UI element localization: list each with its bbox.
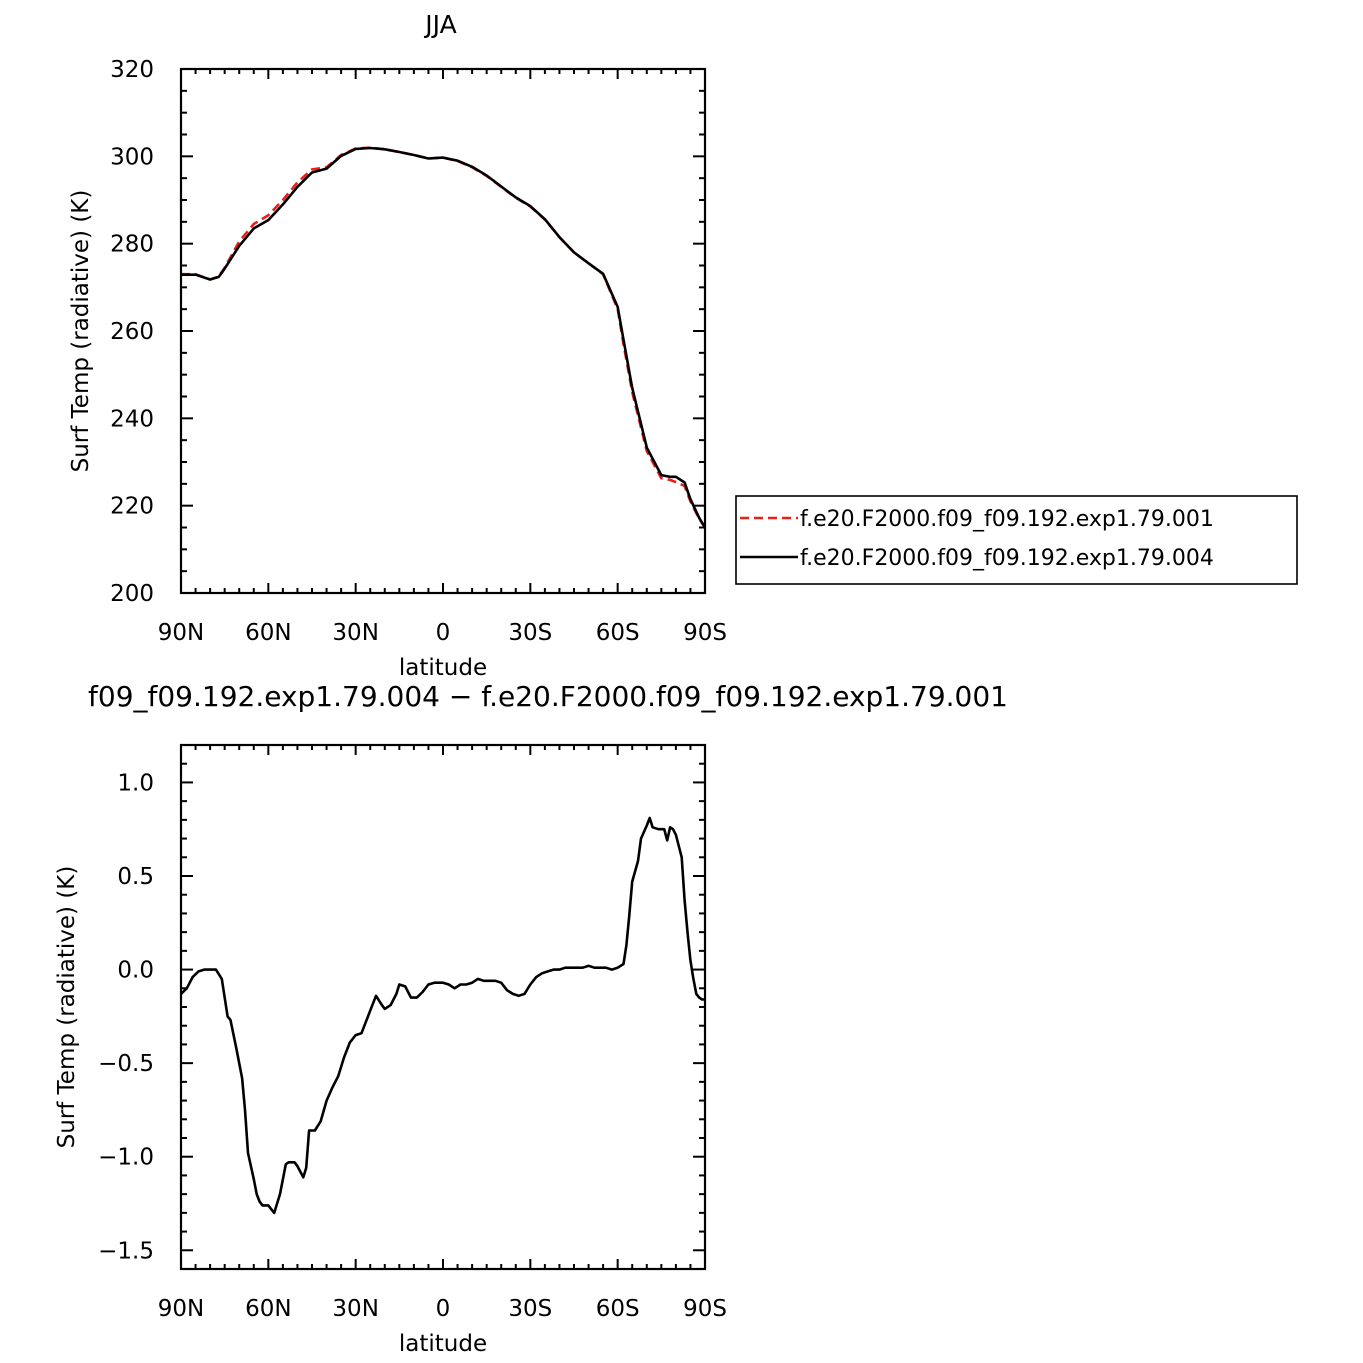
x-tick-label: 60S: [596, 620, 640, 646]
y-tick-label: 0.5: [117, 864, 154, 890]
series-line-1: [180, 816, 705, 1215]
series-line-2: [181, 146, 707, 529]
y-tick-label: 260: [110, 319, 154, 345]
y-tick-label: 300: [110, 144, 154, 170]
legend-label-2: f.e20.F2000.f09_f09.192.exp1.79.004: [800, 546, 1214, 571]
x-tick-label: 30S: [508, 620, 552, 646]
y-tick-label: 220: [110, 494, 154, 520]
x-axis-label: latitude: [399, 1331, 487, 1357]
y-tick-label: 240: [110, 406, 154, 432]
x-tick-label: 60S: [596, 1296, 640, 1322]
plot-frame: [179, 743, 707, 1271]
y-tick-label: 1.0: [117, 770, 154, 796]
x-tick-label: 0: [436, 620, 451, 646]
y-axis-label: Surf Temp (radiative) (K): [68, 190, 94, 473]
y-tick-label: −1.5: [98, 1238, 154, 1264]
legend-label-1: f.e20.F2000.f09_f09.192.exp1.79.001: [800, 507, 1214, 532]
y-tick-label: 280: [110, 232, 154, 258]
bottom-panel: 90N 60N 30N 0 30S 60S 90S −1.5 −1.0 −0.5 0.0 0.5 1.0…: [54, 680, 1008, 1357]
chart-title: f09_f09.192.exp1.79.004 − f.e20.F2000.f0…: [88, 680, 1008, 713]
x-tick-label: 30N: [332, 1296, 378, 1322]
y-tick-label: 0.0: [117, 958, 154, 984]
y-tick-label: 320: [110, 57, 154, 83]
x-tick-label: 90N: [158, 1296, 204, 1322]
x-tick-label: 30N: [332, 620, 378, 646]
y-axis-label: Surf Temp (radiative) (K): [54, 866, 80, 1149]
top-panel: 90N 60N 30N 0 30S 60S 90S 200 220 240 260 280 300 320…: [68, 10, 1298, 681]
x-tick-label: 90S: [683, 620, 727, 646]
y-tick-label: −1.0: [98, 1145, 154, 1171]
x-tick-label: 30S: [508, 1296, 552, 1322]
legend: f.e20.F2000.f09_f09.192.exp1.79.001 f.e20…: [735, 495, 1298, 585]
x-tick-label: 0: [436, 1296, 451, 1322]
x-tick-label: 90S: [683, 1296, 727, 1322]
x-tick-label: 60N: [245, 620, 291, 646]
y-tick-label: 200: [110, 581, 154, 607]
series-line-1: [181, 146, 707, 529]
plot-frame: [179, 67, 707, 595]
x-tick-label: 90N: [158, 620, 204, 646]
legend-box: [735, 495, 1298, 585]
x-axis-label: latitude: [399, 655, 487, 681]
x-tick-label: 60N: [245, 1296, 291, 1322]
chart-title: JJA: [423, 10, 456, 39]
y-tick-label: −0.5: [98, 1051, 154, 1077]
